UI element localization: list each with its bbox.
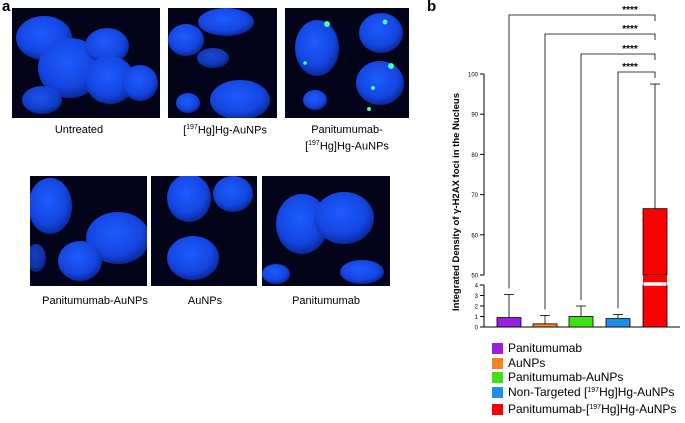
significance-label: **** (622, 44, 638, 55)
legend: PanitumumabAuNPsPanitumumab-AuNPsNon-Tar… (492, 341, 676, 416)
bar (496, 317, 522, 328)
significance-bracket (617, 71, 656, 309)
caption-aunps: AuNPs (187, 295, 223, 307)
significance-label: **** (622, 62, 638, 73)
legend-entry: Non-Targeted [197Hg]Hg-AuNPs (508, 385, 674, 399)
micrograph-pan-aunps (30, 176, 147, 286)
y-tick-label: 1 (475, 315, 479, 321)
y-tick-label: 90 (471, 113, 478, 119)
caption-pan-hg-aunps: Panitumumab- [197Hg]Hg-AuNPs (305, 124, 389, 153)
legend-entry: Panitumumab (508, 341, 582, 355)
y-tick-label: 70 (471, 193, 478, 199)
y-tick-label: 4 (475, 284, 479, 290)
y-tick-label: 100 (468, 73, 479, 79)
bar-break (643, 275, 667, 285)
y-tick-label: 80 (471, 153, 478, 159)
micrograph-aunps (151, 176, 257, 286)
legend-entry: AuNPs (508, 356, 545, 370)
legend-entry: Panitumumab-[197Hg]Hg-AuNPs (508, 402, 676, 416)
caption-untreated: Untreated (54, 124, 104, 136)
micrograph-hg-aunps (168, 8, 277, 118)
legend-swatch (492, 358, 503, 369)
legend-swatch (492, 404, 503, 415)
significance-brackets: **** **** **** **** (508, 5, 656, 310)
y-axis-label: Integrated Density of γ-H2AX foci in the… (451, 93, 462, 311)
panel-a-label: a (2, 0, 11, 15)
micrograph-pan-hg-aunps (285, 8, 409, 118)
chart-marks (496, 83, 668, 328)
y-tick-label: 3 (475, 294, 479, 300)
significance-bracket (508, 14, 656, 289)
significance-bracket (544, 33, 656, 310)
y-tick-label: 0 (475, 326, 479, 332)
bar (642, 208, 668, 276)
bar (568, 316, 594, 328)
legend-entry: Panitumumab-AuNPs (508, 370, 623, 384)
bar-break-marker (643, 282, 667, 286)
caption-pan-aunps: Panitumumab-AuNPs (42, 295, 148, 307)
bar (642, 284, 668, 328)
y-tick-label: 60 (471, 233, 478, 239)
y-tick-label: 50 (471, 274, 478, 280)
bar (532, 323, 558, 328)
caption-pan: Panitumumab (292, 295, 360, 307)
micrograph-pan (262, 176, 390, 286)
significance-bracket (580, 53, 656, 300)
y-tick-label: 2 (475, 305, 479, 311)
micrograph-untreated (12, 8, 160, 118)
significance-label: **** (622, 24, 638, 35)
panel-b-label: b (427, 0, 437, 15)
bar (605, 318, 631, 328)
legend-swatch (492, 387, 503, 398)
legend-swatch (492, 372, 503, 383)
significance-label: **** (622, 5, 638, 16)
legend-swatch (492, 343, 503, 354)
caption-hg-aunps: [197Hg]Hg-AuNPs (183, 124, 267, 137)
